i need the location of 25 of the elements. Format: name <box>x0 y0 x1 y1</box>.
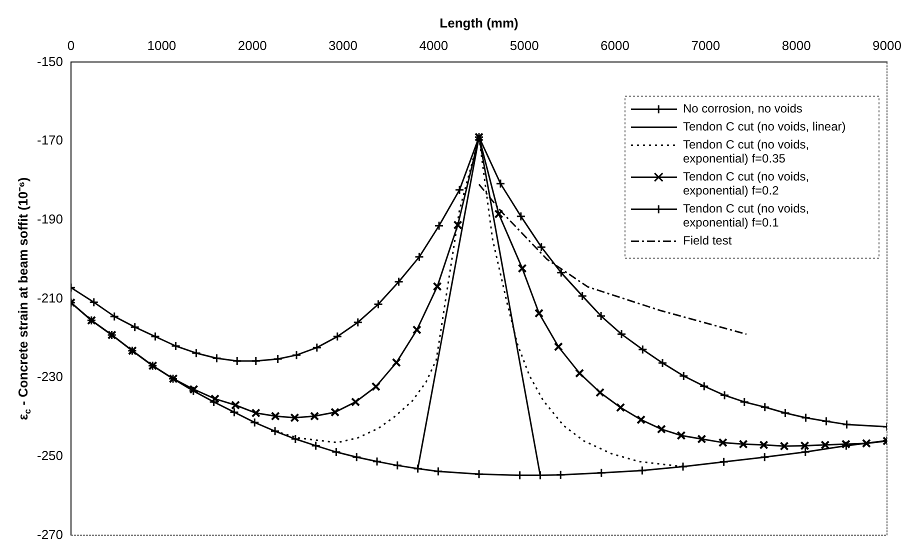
y-tick-label: -190 <box>36 211 64 226</box>
x-tick-label: 5000 <box>510 38 539 53</box>
x-tick-label: 1000 <box>147 38 176 53</box>
y-tick-label: -150 <box>36 54 64 69</box>
legend-label: Tendon C cut (no voids, linear) <box>683 120 846 134</box>
x-tick-label: 9000 <box>872 38 902 53</box>
x-tick-label: 6000 <box>600 38 630 53</box>
y-axis-title: εc - Concrete strain at beam soffit (10⁻⁶) <box>16 177 32 420</box>
y-tick-label: -210 <box>36 290 64 306</box>
x-tick-label: 2000 <box>238 38 267 53</box>
legend-label: Field test <box>683 234 732 248</box>
x-tick-label: 8000 <box>782 38 811 53</box>
y-tick-label: -250 <box>36 448 64 463</box>
legend-label: Tendon C cut (no voids, exponential) f=0.35 <box>683 138 810 166</box>
y-tick-label: -170 <box>36 132 64 148</box>
legend-label: No corrosion, no voids <box>683 102 802 116</box>
x-tick-label: 3000 <box>328 38 358 53</box>
legend-label: Tendon C cut (no voids, exponential) f=0.2 <box>683 170 810 198</box>
x-tick-label: 0 <box>67 38 75 53</box>
y-tick-label: -270 <box>36 526 64 542</box>
y-tick-label: -230 <box>36 369 64 384</box>
x-tick-label: 7000 <box>691 38 720 53</box>
x-axis-title: Length (mm) <box>440 15 518 30</box>
x-tick-label: 4000 <box>419 38 448 53</box>
legend-label: Tendon C cut (no voids, exponential) f=0.1 <box>683 202 810 230</box>
